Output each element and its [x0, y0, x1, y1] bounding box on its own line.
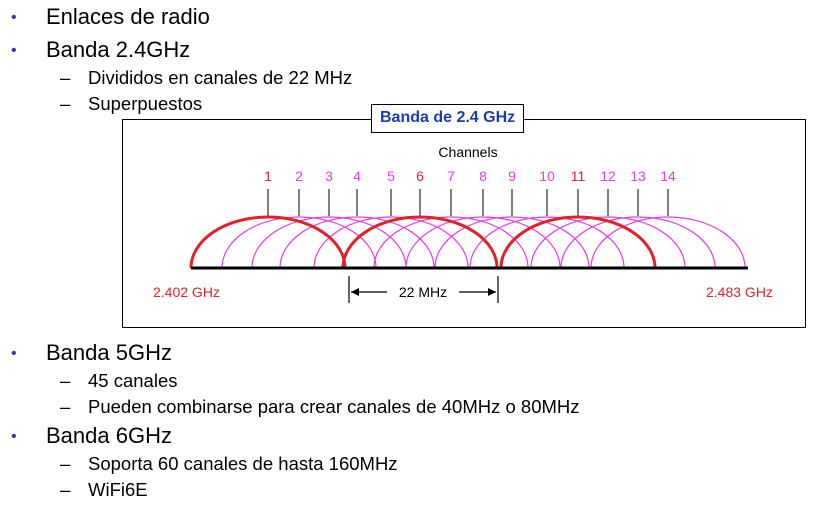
channels-title: Channels	[438, 144, 497, 160]
channel-label-9: 9	[508, 168, 516, 184]
channel-arc-12	[530, 216, 686, 269]
channel-arc-3	[251, 216, 407, 269]
sub-overlapping: Superpuestos	[88, 93, 203, 114]
bullet-band-5: Banda 5GHz	[46, 340, 172, 365]
channel-label-5: 5	[387, 168, 395, 184]
channel-arc-13	[560, 216, 716, 269]
bullet-dot: •	[11, 428, 17, 445]
sub-dash: –	[60, 370, 71, 391]
sub-wifi6e: WiFi6E	[88, 479, 148, 500]
width-arrowhead-left	[351, 288, 359, 296]
channel-arc-2	[221, 216, 377, 269]
bullet-band-6: Banda 6GHz	[46, 423, 172, 448]
sub-60-channels: Soporta 60 canales de hasta 160MHz	[88, 453, 398, 474]
channel-label-1: 1	[264, 168, 272, 184]
sub-dash: –	[60, 67, 71, 88]
sub-dash: –	[60, 479, 71, 500]
channel-arc-11	[499, 215, 657, 269]
width-arrowhead-right	[488, 288, 496, 296]
channel-arc-5	[313, 216, 469, 269]
channel-arc-14	[590, 216, 746, 269]
sub-45-channels: 45 canales	[88, 370, 178, 391]
bullet-radio-links: Enlaces de radio	[46, 4, 210, 29]
channel-label-6: 6	[416, 168, 424, 184]
channel-label-13: 13	[630, 168, 646, 184]
freq-low-label: 2.402 GHz	[153, 284, 220, 300]
band-24-title: Banda de 2.4 GHz	[371, 104, 525, 133]
sub-dash: –	[60, 453, 71, 474]
bullet-dot: •	[11, 9, 17, 26]
channel-diagram-frame: Channels 1 2 3 4 5 6 7 8 9 10 11 12 13 14 2.402 GHz 2…	[122, 119, 806, 328]
channel-arc-10	[469, 216, 625, 269]
channel-label-8: 8	[479, 168, 487, 184]
sub-channels-22mhz: Divididos en canales de 22 MHz	[88, 67, 353, 88]
bullet-dot: •	[11, 42, 17, 59]
freq-high-label: 2.483 GHz	[706, 284, 773, 300]
sub-combine-channels: Pueden combinarse para crear canales de …	[88, 396, 580, 417]
channel-label-3: 3	[325, 168, 333, 184]
channel-arc-7	[373, 216, 529, 269]
channel-label-12: 12	[600, 168, 616, 184]
bullet-dot: •	[11, 345, 17, 362]
channel-arc-9	[434, 216, 590, 269]
channel-diagram: Channels 1 2 3 4 5 6 7 8 9 10 11 12 13 14 2.402 GHz 2…	[153, 144, 773, 303]
channel-arc-1	[189, 215, 347, 269]
sub-dash: –	[60, 93, 71, 114]
channel-arc-8	[405, 216, 561, 269]
channel-label-14: 14	[660, 168, 676, 184]
channel-label-10: 10	[539, 168, 555, 184]
bullet-band-24: Banda 2.4GHz	[46, 37, 191, 62]
channel-arc-4	[279, 216, 435, 269]
channel-label-4: 4	[353, 168, 361, 184]
width-label: 22 MHz	[399, 284, 447, 300]
channel-label-11: 11	[571, 168, 586, 184]
channel-label-7: 7	[447, 168, 455, 184]
channel-label-2: 2	[295, 168, 303, 184]
channel-arc-6	[341, 215, 499, 269]
sub-dash: –	[60, 396, 71, 417]
